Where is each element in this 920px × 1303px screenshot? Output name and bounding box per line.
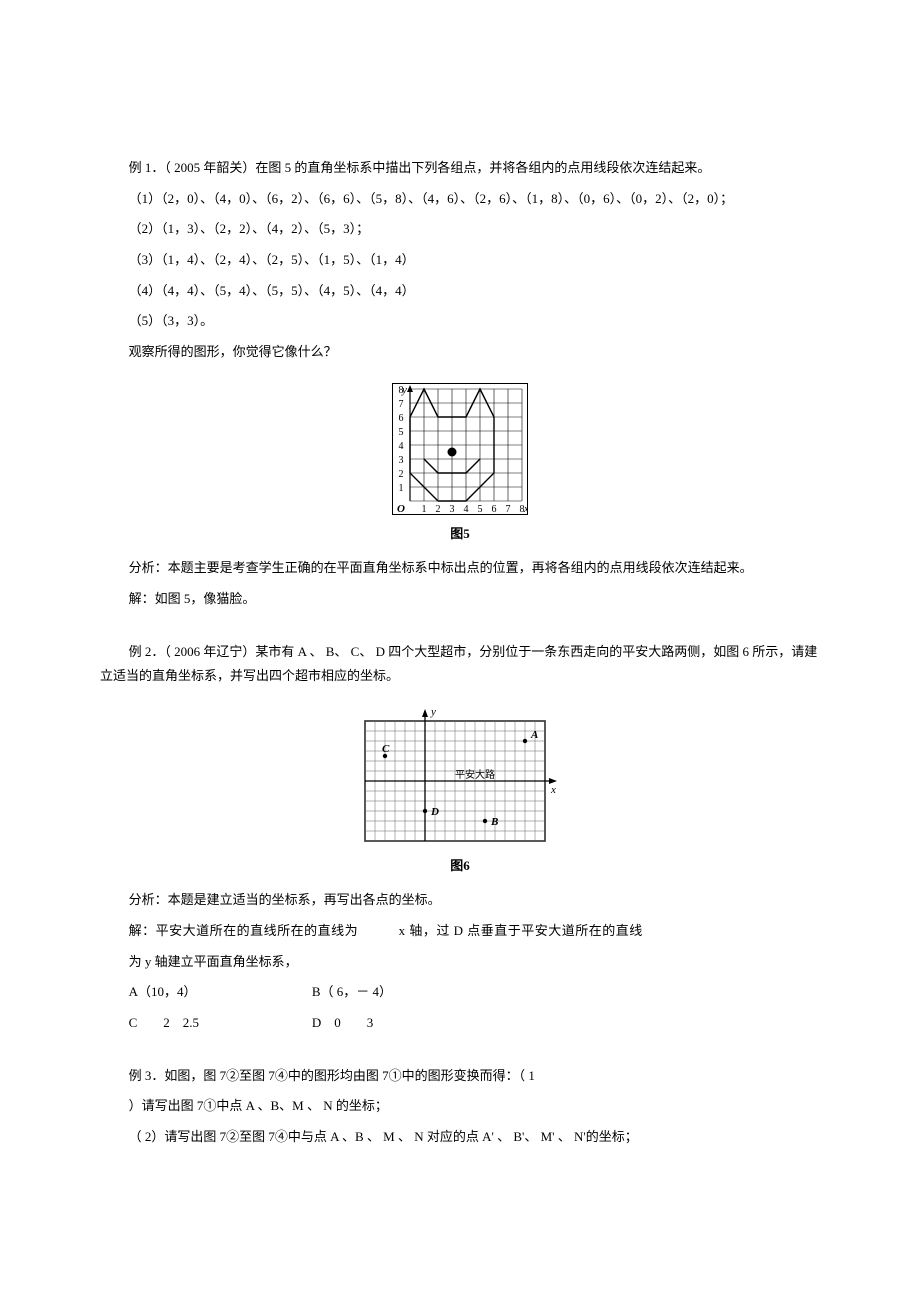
ex2-solution-line2: 为 y 轴建立平面直角坐标系， bbox=[129, 950, 820, 975]
svg-text:x: x bbox=[523, 503, 528, 515]
svg-text:1: 1 bbox=[422, 504, 427, 515]
svg-text:平安大路: 平安大路 bbox=[455, 768, 495, 781]
ex3-sub2: （ 2）请写出图 7②至图 7④中与点 A 、B 、 M 、 N 对应的点 A'… bbox=[100, 1125, 820, 1150]
figure-6-caption: 图6 bbox=[100, 854, 820, 879]
ex2-answers-row2: C 2 2.5 D 0 3 bbox=[129, 1011, 820, 1036]
ex1-group-2: （2）（1，3）、（2，2）、（4，2）、（5，3）； bbox=[129, 217, 820, 242]
ex2-title: 例 2．（ 2006 年辽宁）某市有 A 、 B、 C、 D 四个大型超市，分别… bbox=[100, 640, 820, 689]
svg-text:7: 7 bbox=[399, 399, 404, 410]
svg-text:3: 3 bbox=[450, 504, 455, 515]
ex1-group-1: （1）（2，0）、（4，0）、（6，2）、（6，6）、（5，8）、（4，6）、（… bbox=[129, 187, 820, 212]
svg-text:y: y bbox=[430, 707, 436, 718]
svg-text:2: 2 bbox=[399, 469, 404, 480]
svg-text:x: x bbox=[550, 784, 556, 796]
svg-text:O: O bbox=[397, 503, 405, 515]
ex3-title: 例 3．如图，图 7②至图 7④中的图形均由图 7①中的图形变换而得：（ 1 bbox=[100, 1064, 820, 1089]
svg-text:6: 6 bbox=[399, 413, 404, 424]
svg-text:3: 3 bbox=[399, 455, 404, 466]
svg-text:D: D bbox=[430, 806, 439, 818]
ex3-sub1: ）请写出图 7①中点 A 、B、M 、 N 的坐标； bbox=[129, 1094, 820, 1119]
ex2-analysis: 分析：本题是建立适当的坐标系，再写出各点的坐标。 bbox=[100, 888, 820, 913]
ex1-group-3: （3）（1，4）、（2，4）、（2，5）、（1，5）、（1，4） bbox=[129, 248, 820, 273]
svg-text:y: y bbox=[401, 384, 407, 396]
svg-text:4: 4 bbox=[399, 441, 404, 452]
ex2-solution-line1: 解：平安大道所在的直线所在的直线为 x 轴，过 D 点垂直于平安大道所在的直线 bbox=[100, 919, 820, 944]
figure-5-caption: 图5 bbox=[100, 522, 820, 547]
ex2-answers-row1: A（10，4） B（ 6，－ 4） bbox=[129, 980, 820, 1005]
ex2-answer-a: A（10，4） bbox=[129, 980, 309, 1005]
ex1-question: 观察所得的图形，你觉得它像什么？ bbox=[100, 340, 820, 365]
ex2-answer-d: D 0 3 bbox=[312, 1011, 492, 1036]
svg-text:B: B bbox=[490, 816, 498, 828]
svg-text:C: C bbox=[382, 743, 390, 755]
document-page: 例 1．（ 2005 年韶关）在图 5 的直角坐标系中描出下列各组点，并将各组内… bbox=[0, 0, 920, 1303]
svg-text:4: 4 bbox=[464, 504, 469, 515]
svg-text:5: 5 bbox=[399, 427, 404, 438]
ex1-analysis: 分析：本题主要是考查学生正确的在平面直角坐标系中标出点的位置，再将各组内的点用线… bbox=[100, 556, 820, 581]
svg-text:2: 2 bbox=[436, 504, 441, 515]
ex1-group-4: （4）（4，4）、（5，4）、（5，5）、（4，5）、（4，4） bbox=[129, 279, 820, 304]
figure-6-container: y x 平安大路 A B C D 图6 bbox=[100, 707, 820, 878]
svg-text:1: 1 bbox=[399, 483, 404, 494]
figure-5: 1234567812345678Oyx bbox=[392, 383, 528, 515]
svg-text:6: 6 bbox=[492, 504, 497, 515]
svg-text:7: 7 bbox=[506, 504, 511, 515]
ex1-group-5: （5）（3，3）。 bbox=[129, 309, 820, 334]
ex1-title: 例 1．（ 2005 年韶关）在图 5 的直角坐标系中描出下列各组点，并将各组内… bbox=[100, 156, 820, 181]
ex1-solution: 解：如图 5，像猫脸。 bbox=[100, 587, 820, 612]
ex2-answer-b: B（ 6，－ 4） bbox=[312, 980, 492, 1005]
svg-text:A: A bbox=[530, 729, 538, 741]
svg-text:5: 5 bbox=[478, 504, 483, 515]
figure-5-container: 1234567812345678Oyx 图5 bbox=[100, 383, 820, 546]
figure-6: y x 平安大路 A B C D bbox=[359, 707, 561, 847]
ex2-answer-c: C 2 2.5 bbox=[129, 1011, 309, 1036]
